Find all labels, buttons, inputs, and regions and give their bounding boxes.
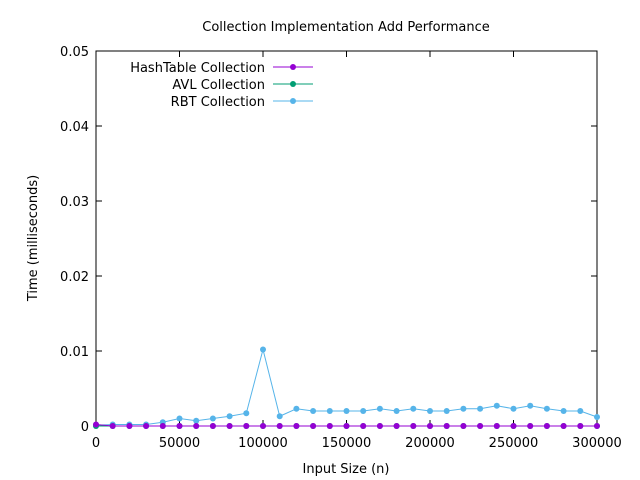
- y-tick-label: 0.05: [60, 45, 89, 60]
- data-point: [527, 423, 534, 429]
- x-tick-label: 250000: [489, 436, 539, 451]
- data-point: [326, 423, 333, 429]
- x-tick-label: 300000: [572, 436, 622, 451]
- data-point: [226, 413, 233, 420]
- data-point: [410, 405, 417, 412]
- x-axis-label: Input Size (n): [303, 462, 390, 477]
- data-point: [527, 402, 534, 409]
- data-point: [493, 423, 500, 429]
- data-point: [376, 423, 383, 429]
- legend-swatch-marker: [290, 64, 296, 70]
- data-point: [443, 423, 450, 429]
- data-point: [293, 405, 300, 412]
- series-layer: [93, 346, 600, 429]
- y-tick-label: 0.03: [60, 195, 89, 210]
- data-point: [209, 415, 216, 422]
- data-point: [193, 423, 200, 429]
- data-point: [560, 423, 567, 429]
- data-point: [594, 423, 600, 429]
- data-point: [577, 408, 584, 414]
- data-point: [376, 405, 383, 412]
- x-tick-label: 200000: [405, 436, 455, 451]
- data-point: [577, 423, 584, 429]
- data-point: [260, 423, 266, 429]
- data-point: [276, 423, 283, 429]
- data-point: [226, 423, 233, 429]
- series-0: [93, 421, 600, 429]
- data-point: [427, 408, 433, 414]
- legend-label: AVL Collection: [172, 78, 265, 93]
- x-tick-label: 50000: [159, 436, 200, 451]
- legend-swatch-marker: [290, 98, 296, 104]
- data-point: [193, 417, 200, 424]
- data-point: [543, 405, 550, 412]
- data-point: [560, 408, 567, 414]
- legend-label: RBT Collection: [171, 95, 265, 110]
- data-point: [510, 423, 517, 429]
- data-point: [243, 423, 250, 429]
- y-axis-label: Time (milliseconds): [26, 175, 41, 302]
- chart-title: Collection Implementation Add Performanc…: [202, 20, 489, 35]
- y-tick-label: 0.04: [60, 120, 89, 135]
- data-point: [93, 421, 99, 428]
- data-point: [543, 423, 550, 429]
- data-point: [427, 423, 433, 429]
- legend: HashTable Collection AVL Collection RBT Co…: [130, 61, 313, 110]
- data-point: [293, 423, 300, 429]
- axis-ticks: 0 50000 100000 150000 200000 250000 300000 0 0.0…: [60, 45, 622, 451]
- data-point: [460, 423, 467, 429]
- data-point: [443, 408, 450, 414]
- data-point: [410, 423, 417, 429]
- data-point: [209, 423, 216, 429]
- data-point: [176, 415, 183, 422]
- data-point: [126, 423, 133, 429]
- data-point: [510, 405, 517, 412]
- data-point: [477, 405, 484, 412]
- data-point: [460, 405, 467, 412]
- data-point: [176, 423, 183, 429]
- data-point: [393, 423, 400, 429]
- y-tick-label: 0: [81, 420, 89, 435]
- y-tick-label: 0.01: [60, 345, 89, 360]
- legend-label: HashTable Collection: [130, 61, 265, 76]
- series-2: [93, 346, 600, 429]
- data-point: [326, 408, 333, 414]
- data-point: [343, 408, 350, 414]
- data-point: [493, 402, 500, 409]
- data-point: [477, 423, 484, 429]
- data-point: [393, 408, 400, 414]
- data-point: [109, 423, 116, 429]
- data-point: [360, 423, 367, 429]
- data-point: [260, 346, 266, 353]
- data-point: [310, 408, 317, 414]
- x-tick-label: 100000: [238, 436, 288, 451]
- data-point: [243, 410, 250, 417]
- data-point: [276, 413, 283, 420]
- data-point: [360, 408, 367, 414]
- data-point: [343, 423, 350, 429]
- data-point: [594, 414, 600, 420]
- data-point: [159, 423, 166, 429]
- x-tick-label: 150000: [322, 436, 372, 451]
- data-point: [310, 423, 317, 429]
- data-point: [143, 423, 150, 429]
- y-tick-label: 0.02: [60, 270, 89, 285]
- legend-swatch-marker: [290, 81, 296, 87]
- x-tick-label: 0: [92, 436, 100, 451]
